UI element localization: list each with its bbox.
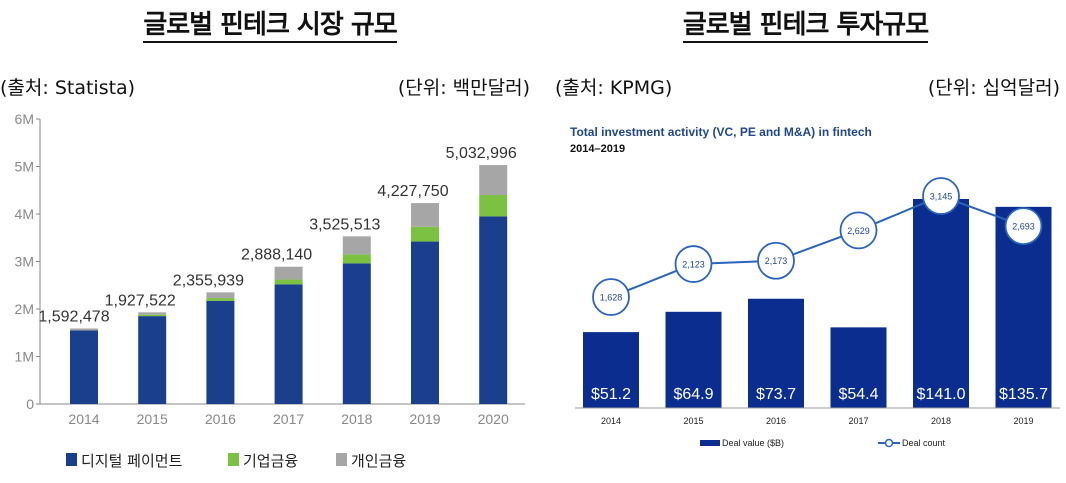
bar-segment xyxy=(70,330,98,404)
bar-value-label: $54.4 xyxy=(838,386,878,403)
legend-swatch xyxy=(228,453,239,466)
y-tick-label: 6M xyxy=(15,111,34,127)
bar-segment xyxy=(206,292,235,299)
panel-title: 글로벌 핀테크 투자규모 xyxy=(545,4,1066,43)
y-tick-label: 5M xyxy=(15,159,34,175)
chart-subtitle: 2014–2019 xyxy=(570,143,625,155)
bar-segment xyxy=(342,254,371,264)
x-tick-label: 2020 xyxy=(478,411,509,427)
unit-label: (단위: 십억달러) xyxy=(927,77,1060,99)
legend-marker xyxy=(884,438,894,448)
chart-title: Total investment activity (VC, PE and M&… xyxy=(570,125,872,139)
legend-swatch xyxy=(66,453,77,466)
deal-value-bar xyxy=(665,311,722,408)
total-label: 2,888,140 xyxy=(241,247,312,264)
deal-value-bar xyxy=(830,327,887,408)
deal-count-label: 1,628 xyxy=(600,293,623,303)
total-label: 2,355,939 xyxy=(173,272,244,289)
deal-count-label: 2,629 xyxy=(847,226,870,236)
deal-count-label: 2,693 xyxy=(1012,222,1035,232)
legend-label: Deal value ($B) xyxy=(722,438,784,448)
unit-label: (단위: 백만달러) xyxy=(397,77,530,99)
bar-segment xyxy=(479,195,508,217)
x-tick-label: 2016 xyxy=(205,411,236,427)
deal-count-label: 3,145 xyxy=(930,192,953,202)
deal-count-marker xyxy=(592,278,630,316)
deal-value-bar xyxy=(748,298,804,408)
legend-label: Deal count xyxy=(902,438,946,448)
x-tick-label: 2018 xyxy=(341,411,372,427)
x-tick-label: 2019 xyxy=(409,411,440,427)
x-tick-label: 2015 xyxy=(683,416,703,426)
bar-segment xyxy=(479,216,508,404)
right-panel: 글로벌 핀테크 투자규모 (출처: KPMG) (단위: 십억달러) Total… xyxy=(545,0,1066,483)
panel-title: 글로벌 핀테크 시장 규모 xyxy=(0,4,540,43)
deal-count-label: 2,173 xyxy=(765,256,788,266)
bar-value-label: $64.9 xyxy=(673,386,713,403)
x-tick-label: 2016 xyxy=(766,416,786,426)
total-label: 3,525,513 xyxy=(309,216,380,233)
y-tick-label: 2M xyxy=(15,301,34,317)
legend-swatch xyxy=(336,453,347,466)
deal-count-marker xyxy=(674,245,713,283)
bar-segment xyxy=(138,316,167,404)
legend-label: 기업금융 xyxy=(243,452,298,470)
y-tick-label: 3M xyxy=(15,254,34,270)
deal-count-label: 2,123 xyxy=(682,260,705,270)
bar-segment xyxy=(206,298,235,301)
total-label: 5,032,996 xyxy=(446,145,517,162)
bar-segment xyxy=(206,300,235,404)
x-tick-label: 2014 xyxy=(68,411,99,427)
bar-value-label: $73.7 xyxy=(756,386,796,403)
y-tick-label: 1M xyxy=(15,349,34,365)
deal-count-marker xyxy=(757,241,795,280)
total-label: 4,227,750 xyxy=(377,183,448,200)
deal-count-marker xyxy=(922,177,960,215)
total-label: 1,927,522 xyxy=(105,292,176,309)
bar-segment xyxy=(411,203,439,227)
deal-value-bar xyxy=(583,332,639,408)
bar-segment xyxy=(342,263,371,404)
x-tick-label: 2015 xyxy=(137,411,168,427)
y-tick-label: 4M xyxy=(15,206,34,222)
bar-segment xyxy=(411,226,439,242)
total-label: 1,592,478 xyxy=(38,308,109,325)
y-tick-label: 0 xyxy=(26,396,34,412)
bar-segment xyxy=(274,279,303,285)
bar-segment xyxy=(138,314,167,317)
bar-segment xyxy=(70,328,98,331)
x-tick-label: 2019 xyxy=(1013,416,1033,426)
x-tick-label: 2014 xyxy=(601,416,621,426)
x-tick-label: 2017 xyxy=(848,416,868,426)
legend-label: 디지털 페이먼트 xyxy=(81,452,183,470)
bar-value-label: $51.2 xyxy=(591,386,631,403)
source-label: (출처: KPMG) xyxy=(555,77,673,99)
investment-chart: Total investment activity (VC, PE and M&… xyxy=(570,125,1060,448)
market-size-chart: 0 1M 2M 3M 4M 5M 6M 2014 1,592,478 2015 1,927,522 2… xyxy=(15,111,525,470)
bar-segment xyxy=(411,241,439,404)
deal-count-marker xyxy=(1004,207,1043,245)
bar-segment xyxy=(342,236,371,255)
source-label: (출처: Statista) xyxy=(0,77,136,99)
bar-segment xyxy=(138,312,167,315)
bar-value-label: $141.0 xyxy=(917,386,966,403)
x-tick-label: 2018 xyxy=(931,416,951,426)
bar-segment xyxy=(274,266,303,280)
legend-label: 개인금융 xyxy=(351,452,406,470)
deal-value-bar xyxy=(913,199,969,408)
deal-count-marker xyxy=(839,211,878,250)
bar-segment xyxy=(479,165,508,195)
bar-segment xyxy=(274,284,303,404)
legend-swatch xyxy=(700,440,720,446)
x-tick-label: 2017 xyxy=(273,411,304,427)
bar-value-label: $135.7 xyxy=(999,386,1048,403)
left-panel: 글로벌 핀테크 시장 규모 (출처: Statista) (단위: 백만달러) … xyxy=(0,4,540,470)
